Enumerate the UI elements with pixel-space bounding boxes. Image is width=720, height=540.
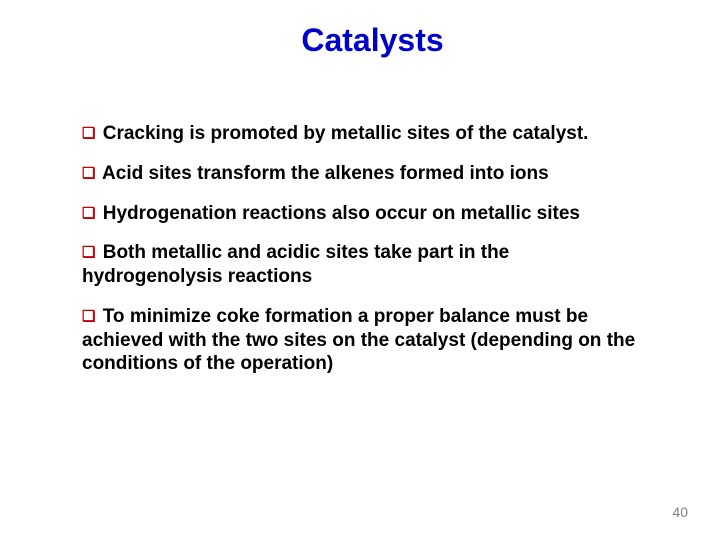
bullet-text: To minimize coke formation a proper bala… <box>82 306 635 375</box>
bullet-text: Acid sites transform the alkenes formed … <box>102 163 549 184</box>
bullet-marker-icon: ❑ <box>82 244 95 263</box>
bullet-marker-icon: ❑ <box>82 308 95 327</box>
page-number: 40 <box>672 504 688 520</box>
slide: Catalysts ❑ Cracking is promoted by meta… <box>0 0 720 540</box>
bullet-marker-icon: ❑ <box>82 125 95 144</box>
bullet-text: Hydrogenation reactions also occur on me… <box>103 203 580 224</box>
bullet-marker-icon: ❑ <box>82 165 95 184</box>
bullet-item: ❑ Both metallic and acidic sites take pa… <box>82 241 642 289</box>
bullet-text: Cracking is promoted by metallic sites o… <box>103 123 589 144</box>
slide-title: Catalysts <box>0 22 720 59</box>
bullet-text: Both metallic and acidic sites take part… <box>82 242 509 287</box>
bullet-item: ❑ Acid sites transform the alkenes forme… <box>82 162 642 186</box>
bullet-item: ❑ To minimize coke formation a proper ba… <box>82 305 642 376</box>
bullet-item: ❑ Cracking is promoted by metallic sites… <box>82 122 642 146</box>
slide-body: ❑ Cracking is promoted by metallic sites… <box>82 122 642 392</box>
bullet-marker-icon: ❑ <box>82 205 95 224</box>
bullet-item: ❑ Hydrogenation reactions also occur on … <box>82 202 642 226</box>
